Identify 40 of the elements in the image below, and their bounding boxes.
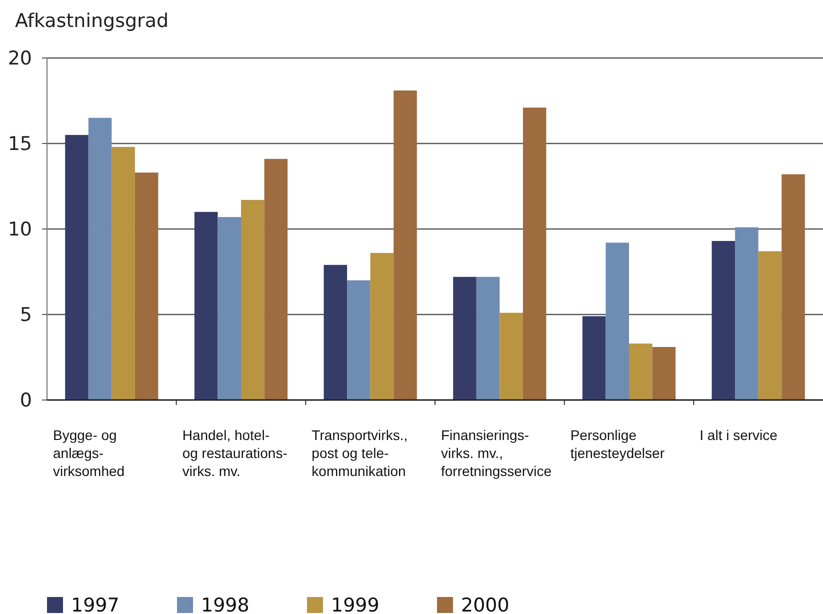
x-tick-label: Handel, hotel- og restaurations- virks. mv. <box>182 427 288 479</box>
bar <box>370 252 394 400</box>
bar <box>65 134 88 400</box>
legend-label: 1999 <box>331 594 380 614</box>
bar <box>712 240 736 400</box>
y-tick-label: 15 <box>8 133 32 156</box>
bar <box>735 227 758 400</box>
x-tick-label: I alt i service <box>700 427 778 443</box>
bar <box>88 118 112 400</box>
bar <box>134 172 158 400</box>
x-tick-label: Personlige tjenesteydelser <box>570 427 665 461</box>
bar <box>194 212 218 400</box>
legend-label: 1997 <box>71 594 120 614</box>
y-tick-label: 0 <box>20 390 32 412</box>
bar <box>606 242 629 400</box>
bar <box>264 158 288 400</box>
bar <box>324 264 348 400</box>
bar <box>758 251 782 400</box>
bar <box>500 312 523 400</box>
bar <box>476 276 500 400</box>
bar <box>582 316 606 400</box>
bar <box>453 276 476 400</box>
bar <box>522 108 546 400</box>
x-tick-label: Transportvirks., post og tele- kommunikation <box>312 427 408 479</box>
bar <box>112 146 135 400</box>
x-tick-label: Bygge- og anlægs- virksomhed <box>53 427 125 479</box>
legend-label: 2000 <box>461 594 510 614</box>
y-tick-label: 20 <box>8 48 32 70</box>
y-axis-title: Afkastningsgrad <box>15 10 169 32</box>
bar <box>629 344 652 400</box>
bar <box>241 200 264 400</box>
bar <box>394 90 417 400</box>
bar <box>652 346 676 400</box>
bar <box>782 174 805 400</box>
legend-label: 1998 <box>201 594 250 614</box>
x-tick-label: Finansierings- virks. mv., forretningsservice <box>441 427 552 479</box>
bar <box>218 217 241 400</box>
bar <box>347 280 370 400</box>
y-tick-label: 5 <box>20 304 32 326</box>
y-tick-label: 10 <box>8 218 32 241</box>
